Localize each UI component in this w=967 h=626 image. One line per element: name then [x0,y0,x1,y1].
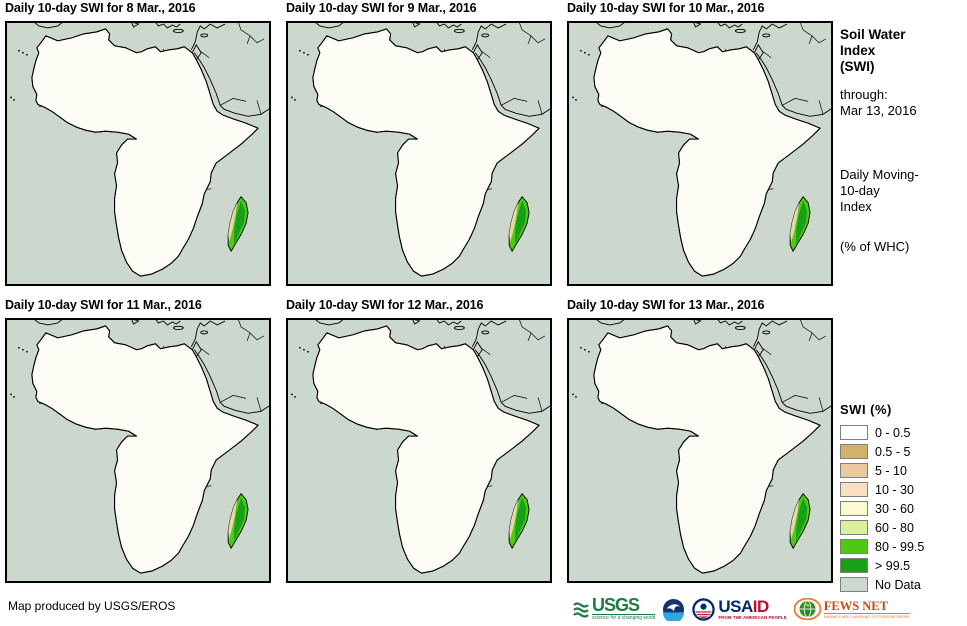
usaid-logo: USAID FROM THE AMERICAN PEOPLE [692,596,787,621]
noaa-logo [662,598,685,621]
fewsnet-tagline: FAMINE EARLY WARNING SYSTEMS NETWORK [823,614,910,619]
map-credit: Map produced by USGS/EROS [8,599,176,613]
sidebar-title-line: Index [840,43,876,58]
usgs-wave-icon [573,601,589,618]
legend-label: No Data [875,577,921,592]
africa-map-image [6,319,270,582]
unit-note: (% of WHC) [840,239,910,254]
fewsnet-logo: FEWS NET FAMINE EARLY WARNING SYSTEMS NE… [793,598,910,620]
sidebar-title-line: Soil Water [840,27,906,42]
usaid-tagline: FROM THE AMERICAN PEOPLE [718,614,787,620]
africa-map-image [568,319,832,582]
index-type-line: 10-day [840,183,880,198]
map-panel-9-mar [286,21,552,286]
legend-row: > 99.5 [840,556,966,575]
index-type-line: Daily Moving- [840,167,919,182]
africa-map-image [6,22,270,285]
legend-swatch [840,539,868,554]
sidebar: Soil Water Index (SWI) through: Mar 13, … [840,21,966,605]
legend-row: 0 - 0.5 [840,423,966,442]
panel-title-9-mar: Daily 10-day SWI for 9 Mar., 2016 [286,1,477,15]
usgs-wordmark: USGS [592,595,640,615]
legend-label: 5 - 10 [875,463,907,478]
legend-swatch [840,520,868,535]
legend-swatch [840,425,868,440]
legend-row: 80 - 99.5 [840,537,966,556]
legend-swatch [840,501,868,516]
legend-row: 10 - 30 [840,480,966,499]
legend-title: SWI (%) [840,402,892,417]
usaid-seal-icon [692,597,716,621]
index-type-line: Index [840,199,872,214]
legend-row: 5 - 10 [840,461,966,480]
legend-row: 0.5 - 5 [840,442,966,461]
legend-swatch [840,558,868,573]
legend-swatch [840,444,868,459]
map-panel-13-mar [567,318,833,583]
usgs-tagline: science for a changing world [592,614,656,621]
panel-title-12-mar: Daily 10-day SWI for 12 Mar., 2016 [286,298,484,312]
africa-map-image [287,319,551,582]
legend-label: 60 - 80 [875,520,914,535]
map-panel-12-mar [286,318,552,583]
agency-logos: USGS science for a changing world USA [573,594,910,624]
through-date: Mar 13, 2016 [840,103,917,118]
legend-row: No Data [840,575,966,594]
legend-row: 30 - 60 [840,499,966,518]
map-panel-11-mar [5,318,271,583]
usaid-wordmark-blue: USA [718,596,753,616]
legend-swatch [840,463,868,478]
sidebar-title-line: (SWI) [840,59,875,74]
through-label: through: [840,87,888,102]
panel-title-8-mar: Daily 10-day SWI for 8 Mar., 2016 [5,1,196,15]
legend-swatch [840,482,868,497]
africa-map-image [568,22,832,285]
legend-row: 60 - 80 [840,518,966,537]
fewsnet-wordmark: FEWS NET [823,599,910,614]
legend-label: > 99.5 [875,558,911,573]
legend: SWI (%) 0 - 0.5 0.5 - 5 5 - 10 10 - 30 3… [840,402,966,594]
panel-title-10-mar: Daily 10-day SWI for 10 Mar., 2016 [567,1,765,15]
legend-label: 0 - 0.5 [875,425,911,440]
map-panel-8-mar [5,21,271,286]
usaid-wordmark-red: ID [752,596,770,616]
africa-map-image [287,22,551,285]
usgs-logo: USGS science for a changing world [573,595,656,621]
noaa-seal-icon [663,598,685,621]
fewsnet-globe-icon [793,598,821,620]
panel-title-13-mar: Daily 10-day SWI for 13 Mar., 2016 [567,298,765,312]
legend-label: 10 - 30 [875,482,914,497]
map-panel-10-mar [567,21,833,286]
legend-swatch [840,577,868,592]
legend-label: 30 - 60 [875,501,914,516]
legend-label: 80 - 99.5 [875,539,925,554]
panel-title-11-mar: Daily 10-day SWI for 11 Mar., 2016 [5,298,202,312]
legend-label: 0.5 - 5 [875,444,911,459]
